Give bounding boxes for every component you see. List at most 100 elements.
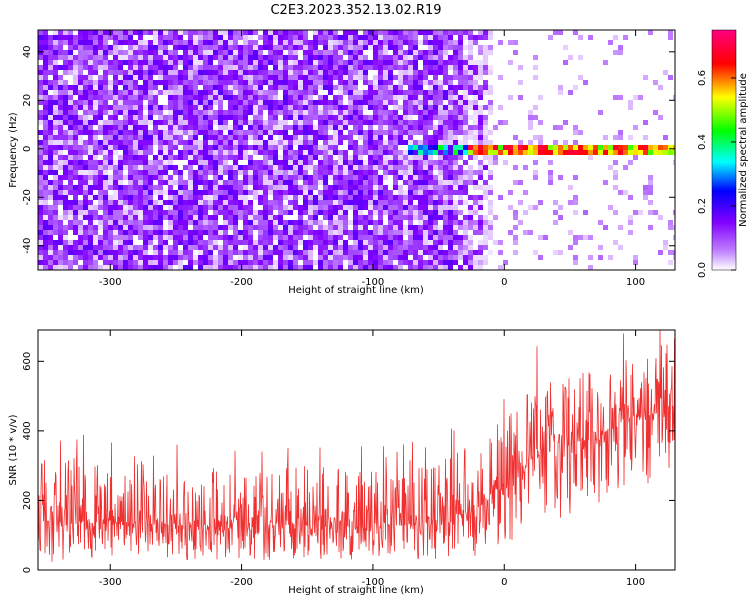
heatmap-cell xyxy=(368,165,373,170)
heatmap-cell xyxy=(458,200,463,205)
heatmap-cell xyxy=(403,210,408,215)
heatmap-cell xyxy=(98,40,103,45)
heatmap-cell xyxy=(533,175,538,180)
heatmap-cell xyxy=(383,125,388,130)
heatmap-cell xyxy=(468,170,473,175)
heatmap-cell xyxy=(268,35,273,40)
heatmap-cell xyxy=(498,250,503,255)
heatmap-cell xyxy=(158,235,163,240)
heatmap-cell xyxy=(43,235,48,240)
heatmap-cell xyxy=(98,250,103,255)
heatmap-cell xyxy=(173,85,178,90)
heatmap-cell xyxy=(78,245,83,250)
heatmap-cell xyxy=(323,255,328,260)
heatmap-cell xyxy=(358,245,363,250)
heatmap-cell xyxy=(303,90,308,95)
heatmap-cell xyxy=(303,45,308,50)
heatmap-cell xyxy=(278,145,283,150)
heatmap-cell xyxy=(53,255,58,260)
heatmap-cell xyxy=(348,205,353,210)
heatmap-cell xyxy=(143,165,148,170)
heatmap-cell xyxy=(403,195,408,200)
heatmap-cell xyxy=(298,95,303,100)
heatmap-cell xyxy=(208,55,213,60)
heatmap-cell xyxy=(473,130,478,135)
heatmap-cell xyxy=(208,180,213,185)
heatmap-cell xyxy=(288,225,293,230)
heatmap-cell xyxy=(68,245,73,250)
heatmap-cell xyxy=(163,160,168,165)
heatmap-cell xyxy=(68,210,73,215)
heatmap-cell xyxy=(198,180,203,185)
heatmap-cell xyxy=(73,260,78,265)
heatmap-cell xyxy=(143,210,148,215)
heatmap-cell xyxy=(398,60,403,65)
heatmap-cell xyxy=(93,65,98,70)
heatmap-cell xyxy=(173,110,178,115)
heatmap-cell xyxy=(108,245,113,250)
heatmap-cell xyxy=(333,85,338,90)
heatmap-cell xyxy=(108,220,113,225)
heatmap-cell xyxy=(118,265,123,270)
heatmap-cell xyxy=(483,215,488,220)
heatmap-cell xyxy=(83,225,88,230)
heatmap-cell xyxy=(288,260,293,265)
heatmap-cell xyxy=(403,180,408,185)
heatmap-cell xyxy=(48,220,53,225)
heatmap-cell xyxy=(218,80,223,85)
heatmap-cell xyxy=(218,40,223,45)
heatmap-cell xyxy=(398,255,403,260)
heatmap-cell xyxy=(133,120,138,125)
heatmap-cell xyxy=(88,160,93,165)
heatmap-cell xyxy=(308,55,313,60)
heatmap-cell xyxy=(98,180,103,185)
heatmap-cell xyxy=(173,215,178,220)
heatmap-cell xyxy=(188,120,193,125)
heatmap-cell xyxy=(168,200,173,205)
heatmap-cell xyxy=(213,265,218,270)
heatmap-cell xyxy=(113,230,118,235)
heatmap-cell xyxy=(568,55,573,60)
heatmap-cell xyxy=(183,90,188,95)
heatmap-cell xyxy=(123,255,128,260)
heatmap-cell xyxy=(428,205,433,210)
heatmap-cell xyxy=(198,185,203,190)
heatmap-cell xyxy=(158,160,163,165)
heatmap-cell xyxy=(573,260,578,265)
heatmap-cell xyxy=(198,190,203,195)
heatmap-cell xyxy=(423,60,428,65)
heatmap-cell xyxy=(158,185,163,190)
heatmap-cell xyxy=(388,205,393,210)
heatmap-cell xyxy=(548,145,553,150)
heatmap-cell xyxy=(363,180,368,185)
heatmap-cell xyxy=(448,185,453,190)
heatmap-cell xyxy=(223,250,228,255)
heatmap-cell xyxy=(113,185,118,190)
heatmap-cell xyxy=(388,65,393,70)
heatmap-cell xyxy=(378,130,383,135)
heatmap-cell xyxy=(228,135,233,140)
heatmap-cell xyxy=(493,150,498,155)
heatmap-cell xyxy=(313,185,318,190)
heatmap-cell xyxy=(78,210,83,215)
heatmap-cell xyxy=(163,255,168,260)
heatmap-cell xyxy=(313,125,318,130)
heatmap-cell xyxy=(218,250,223,255)
heatmap-cell xyxy=(118,155,123,160)
heatmap-cell xyxy=(118,195,123,200)
heatmap-cell xyxy=(283,40,288,45)
heatmap-cell xyxy=(218,115,223,120)
heatmap-cell xyxy=(203,245,208,250)
heatmap-cell xyxy=(228,235,233,240)
heatmap-cell xyxy=(303,80,308,85)
heatmap-cell xyxy=(478,65,483,70)
heatmap-cell xyxy=(118,145,123,150)
heatmap-cell xyxy=(458,155,463,160)
heatmap-cell xyxy=(618,225,623,230)
heatmap-cell xyxy=(83,100,88,105)
heatmap-cell xyxy=(328,185,333,190)
heatmap-cell xyxy=(363,235,368,240)
heatmap-cell xyxy=(328,165,333,170)
heatmap-cell xyxy=(343,35,348,40)
heatmap-cell xyxy=(338,205,343,210)
